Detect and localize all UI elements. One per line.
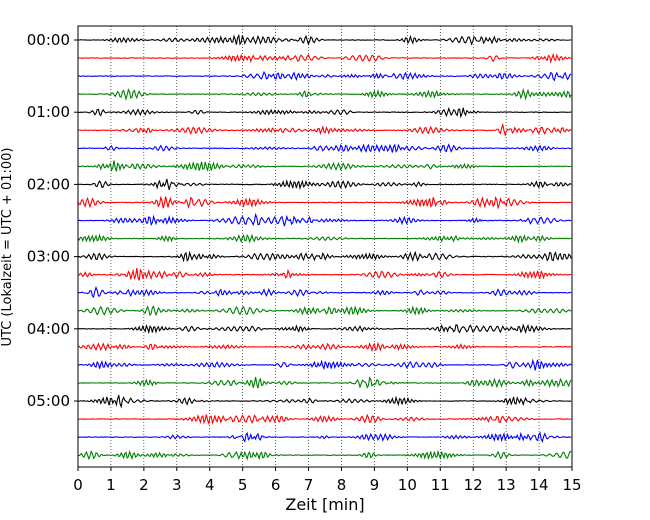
- x-tick-label: 1: [106, 476, 116, 494]
- trace-19: [77, 376, 572, 389]
- trace-12: [77, 250, 572, 263]
- y-axis-ticks: 00:00 01:00 02:00 03:00 04:00 05:00: [27, 31, 78, 410]
- trace-9: [77, 195, 572, 210]
- x-tick-label: 8: [337, 476, 347, 494]
- trace-16: [77, 323, 572, 335]
- trace-22: [77, 431, 572, 444]
- trace-15: [77, 305, 572, 317]
- y-tick-label: 03:00: [27, 248, 70, 266]
- trace-8: [77, 178, 572, 191]
- x-tick-label: 15: [562, 476, 581, 494]
- trace-4: [77, 106, 572, 119]
- trace-1: [77, 52, 572, 64]
- y-axis-label: UTC (Lokalzeit = UTC + 01:00): [0, 148, 15, 347]
- trace-21: [77, 413, 572, 426]
- x-tick-label: 10: [398, 476, 417, 494]
- x-tick-label: 12: [464, 476, 483, 494]
- y-tick-label: 05:00: [27, 392, 70, 410]
- x-tick-label: 9: [370, 476, 380, 494]
- x-tick-label: 6: [271, 476, 281, 494]
- trace-23: [77, 449, 572, 461]
- y-tick-label: 02:00: [27, 175, 70, 193]
- trace-11: [77, 233, 572, 244]
- trace-10: [77, 212, 572, 227]
- x-tick-label: 14: [530, 476, 549, 494]
- x-tick-label: 5: [238, 476, 248, 494]
- x-tick-label: 4: [205, 476, 215, 494]
- trace-17: [77, 341, 572, 353]
- y-tick-label: 01:00: [27, 103, 70, 121]
- plot-frame: [77, 25, 573, 468]
- trace-7: [77, 160, 572, 172]
- y-tick-label: 00:00: [27, 31, 70, 49]
- trace-2: [77, 70, 572, 82]
- trace-14: [77, 285, 572, 298]
- y-tick-label: 04:00: [27, 320, 70, 338]
- trace-0: [77, 33, 572, 46]
- trace-3: [77, 87, 572, 101]
- trace-20: [77, 394, 572, 409]
- trace-6: [77, 143, 572, 153]
- x-tick-label: 2: [139, 476, 149, 494]
- x-tick-label: 3: [172, 476, 182, 494]
- x-tick-label: 0: [73, 476, 83, 494]
- x-axis-ticks: 0 1 2 3 4 5 6 7 8 9 10 11 12 13 14 15: [73, 467, 582, 494]
- trace-18: [77, 358, 572, 371]
- x-tick-label: 11: [431, 476, 450, 494]
- x-tick-label: 13: [497, 476, 516, 494]
- trace-13: [77, 267, 572, 281]
- x-axis-label: Zeit [min]: [285, 495, 364, 514]
- trace-5: [77, 122, 572, 137]
- trace-series: [77, 33, 572, 461]
- x-tick-label: 7: [304, 476, 314, 494]
